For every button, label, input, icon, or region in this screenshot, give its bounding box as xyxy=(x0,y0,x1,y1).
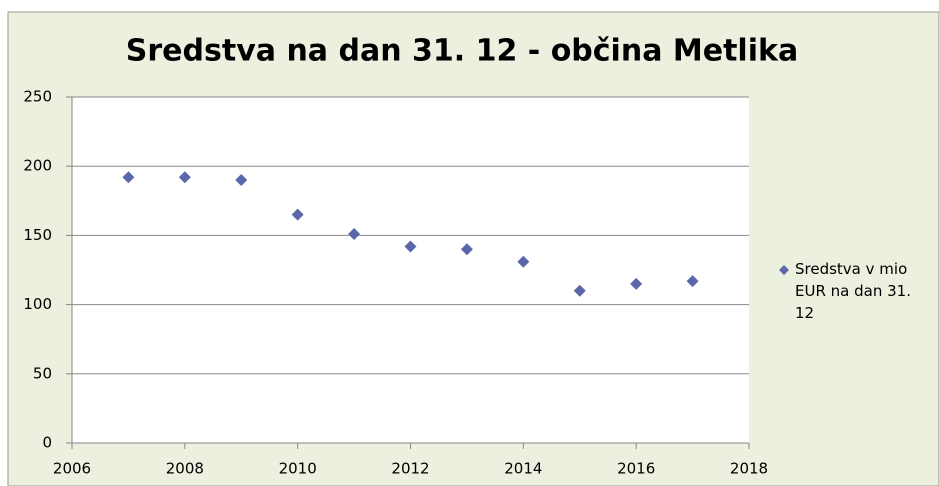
y-tick-label: 100 xyxy=(23,295,52,313)
y-tick-label: 50 xyxy=(33,364,52,382)
x-tick-label: 2014 xyxy=(504,460,542,478)
y-tick-label: 200 xyxy=(23,157,52,175)
legend-label: Sredstva v mio EUR na dan 31. 12 xyxy=(795,260,911,322)
y-tick-label: 150 xyxy=(23,226,52,244)
y-tick-label: 0 xyxy=(42,434,52,452)
data-point xyxy=(291,208,304,221)
data-point xyxy=(517,255,530,268)
x-tick-label: 2018 xyxy=(730,460,768,478)
data-point xyxy=(348,228,361,241)
data-point xyxy=(235,174,248,187)
data-point xyxy=(630,277,643,290)
plot-area xyxy=(72,97,749,443)
x-tick-label: 2012 xyxy=(391,460,429,478)
data-point xyxy=(178,171,191,184)
data-point xyxy=(686,275,699,288)
x-tick-label: 2016 xyxy=(617,460,655,478)
y-tick-label: 250 xyxy=(23,88,52,106)
x-tick-label: 2010 xyxy=(279,460,317,478)
data-point xyxy=(122,171,135,184)
data-point xyxy=(460,243,473,256)
x-tick-label: 2008 xyxy=(166,460,204,478)
data-point xyxy=(573,284,586,297)
data-point xyxy=(404,240,417,253)
legend-box: Sredstva v mio EUR na dan 31. 12 xyxy=(795,260,911,322)
x-tick-label: 2006 xyxy=(53,460,91,478)
chart-title: Sredstva na dan 31. 12 - občina Metlika xyxy=(126,34,798,69)
legend-marker xyxy=(779,265,789,275)
